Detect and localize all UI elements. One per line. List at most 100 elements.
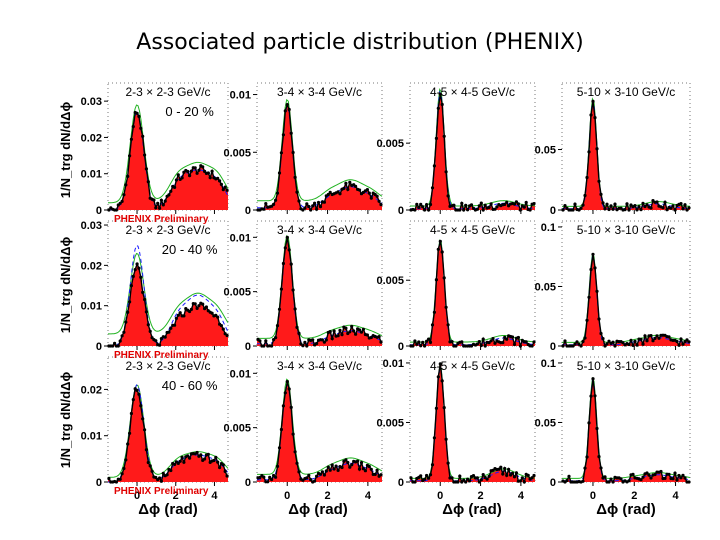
data-point — [585, 455, 589, 459]
data-point — [505, 473, 509, 477]
data-point — [313, 479, 317, 483]
data-point — [593, 116, 597, 120]
y-tick-label: 0.1 — [541, 358, 556, 370]
data-point — [274, 475, 278, 479]
data-point — [350, 324, 354, 329]
data-point — [197, 168, 201, 172]
data-histogram-fill — [410, 241, 535, 346]
data-point — [442, 406, 446, 410]
data-point — [573, 202, 577, 206]
data-point — [669, 206, 673, 210]
data-point — [653, 472, 657, 477]
data-point — [657, 336, 661, 340]
model-curve-green — [562, 97, 691, 207]
data-histogram-fill — [257, 237, 382, 346]
data-point — [623, 208, 627, 212]
data-histogram-fill — [108, 112, 228, 210]
data-point — [320, 470, 324, 474]
data-point — [272, 202, 276, 206]
data-point — [264, 202, 268, 206]
data-point — [683, 476, 687, 480]
data-point — [675, 478, 679, 482]
data-point — [328, 468, 332, 472]
data-point — [350, 463, 354, 467]
data-point — [348, 330, 352, 334]
data-point — [611, 340, 615, 344]
data-point — [444, 305, 448, 309]
data-point — [279, 151, 283, 155]
y-tick-label: 0.005 — [223, 147, 251, 159]
data-histogram-fill — [562, 378, 690, 482]
data-point — [279, 427, 283, 432]
data-point — [633, 339, 637, 343]
data-point — [283, 246, 287, 250]
x-tick-label: 2 — [478, 490, 484, 502]
data-point — [373, 472, 377, 476]
data-point — [603, 344, 607, 348]
panel-frame — [561, 356, 691, 483]
data-point — [605, 202, 609, 206]
model-curve-green — [410, 239, 536, 343]
data-point — [532, 202, 536, 206]
data-point — [297, 470, 301, 474]
data-point — [677, 343, 681, 347]
data-point — [293, 175, 297, 179]
data-point — [367, 191, 371, 195]
data-point — [442, 134, 446, 138]
data-point — [111, 344, 115, 348]
x-tick-label: 0 — [284, 490, 290, 502]
data-point — [379, 203, 383, 207]
data-point — [597, 455, 601, 459]
panel-pt-label: 3-4 × 3-4 GeV/c — [277, 223, 362, 237]
data-point — [460, 201, 464, 205]
data-point — [146, 460, 150, 465]
data-point — [107, 208, 111, 212]
data-point — [326, 465, 330, 469]
data-point — [425, 203, 429, 207]
data-point — [189, 169, 193, 173]
data-point — [413, 339, 417, 343]
data-point — [311, 204, 315, 208]
data-point — [289, 262, 293, 266]
data-point — [571, 344, 575, 348]
panel-centrality-label: 40 - 60 % — [162, 378, 218, 393]
data-point — [287, 387, 291, 391]
y-tick-label: 0.02 — [81, 260, 102, 272]
data-point — [365, 333, 369, 337]
data-point — [158, 476, 162, 480]
y-axis-label-text: 1/N_trg dN/dΔϕ — [58, 102, 73, 199]
data-point — [330, 337, 334, 341]
panel-r0c0: 0 0.01 0.02 0.03 2-3 × 2-3 GeV/c 0 - 20 % PHEN… — [81, 82, 229, 225]
data-point — [641, 201, 645, 205]
data-point — [663, 476, 667, 480]
data-point — [186, 169, 190, 174]
y-tick-label: 0.05 — [535, 417, 556, 429]
data-point — [336, 468, 340, 472]
phenix-preliminary-label: PHENIX Preliminary — [114, 486, 209, 497]
y-tick-label: 0.02 — [81, 132, 102, 144]
data-point — [283, 109, 287, 113]
data-point — [647, 473, 651, 477]
data-point — [137, 266, 141, 270]
y-tick-label: 0.03 — [81, 96, 102, 108]
data-point — [505, 337, 509, 341]
model-curve-blue — [562, 99, 690, 210]
data-point — [479, 478, 483, 482]
model-curve-blue — [410, 90, 536, 210]
model-curve-green — [257, 378, 383, 475]
data-point — [579, 206, 583, 210]
panel-r1c1: 0 0.005 0.01 3-4 × 3-4 GeV/c — [223, 220, 383, 353]
data-point — [625, 202, 629, 206]
data-point — [561, 344, 565, 348]
data-point — [129, 284, 133, 288]
panel-r2c1: 0 0.005 0.01 0 2 4 3-4 × 3-4 GeV/c — [223, 356, 383, 502]
data-point — [346, 460, 350, 465]
data-point — [148, 464, 152, 468]
data-point — [143, 428, 147, 432]
data-point — [114, 208, 118, 212]
data-point — [639, 337, 643, 341]
data-point — [330, 463, 334, 467]
data-point — [512, 475, 517, 479]
model-curve-green — [410, 88, 536, 207]
